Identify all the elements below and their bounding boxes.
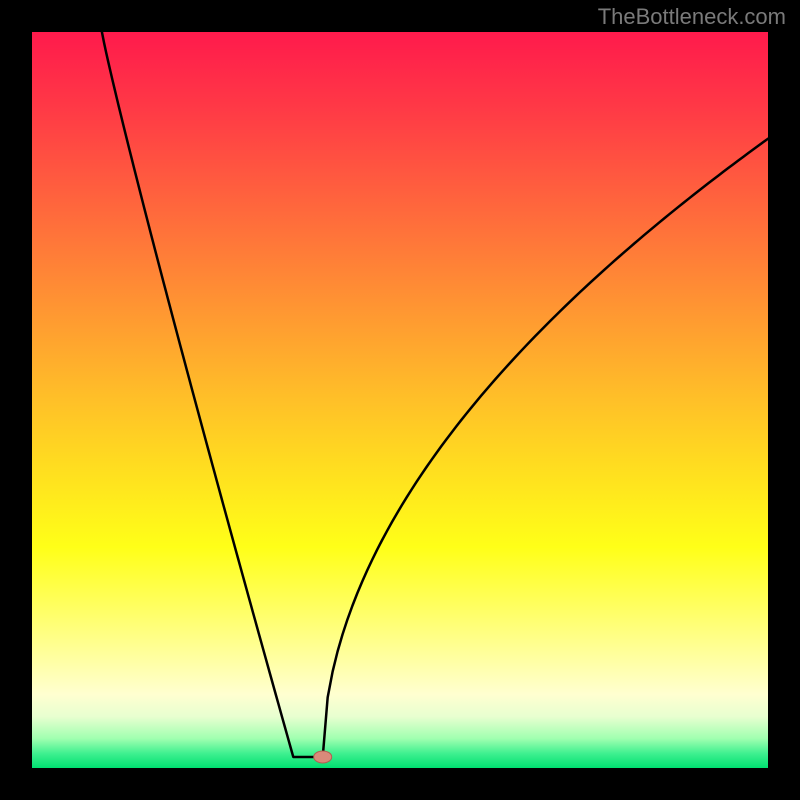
chart-container: TheBottleneck.com [0,0,800,800]
optimal-point-marker [314,751,332,763]
plot-area [32,32,768,768]
bottleneck-curve-chart [32,32,768,768]
watermark-text: TheBottleneck.com [598,4,786,30]
gradient-background [32,32,768,768]
